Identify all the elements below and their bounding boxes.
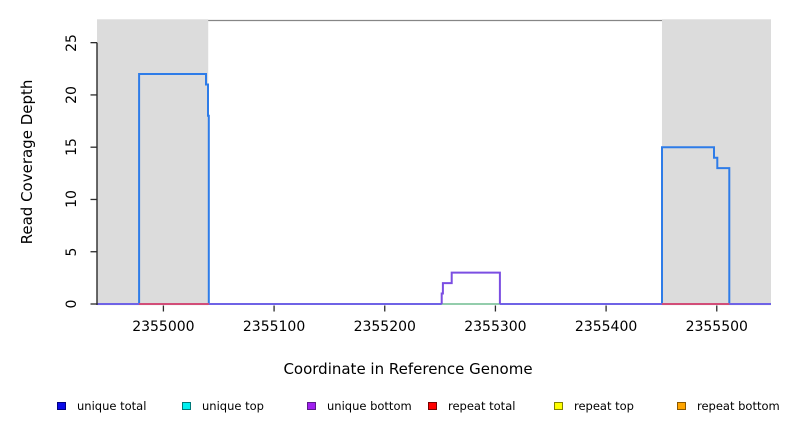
x-tick-label: 2355400 — [574, 318, 638, 335]
y-tick-label: 25 — [64, 33, 80, 52]
legend-label: repeat top — [574, 399, 634, 413]
y-tick-label: 10 — [64, 190, 80, 209]
legend-key-icon — [554, 402, 563, 410]
legend-label: unique bottom — [327, 399, 412, 413]
y-tick-label: 5 — [64, 247, 80, 257]
shaded-region — [97, 19, 209, 306]
legend-key-icon — [677, 402, 686, 410]
y-axis-title: Read Coverage Depth — [18, 79, 36, 245]
legend-item: repeat top — [554, 399, 634, 413]
x-tick-label: 2355500 — [685, 318, 748, 335]
legend-label: unique total — [77, 399, 147, 413]
legend-label: repeat total — [448, 399, 516, 413]
legend-item: repeat total — [428, 399, 515, 413]
x-tick-label: 2355100 — [242, 318, 306, 335]
legend-key-icon — [57, 402, 66, 410]
series-unique-bottom-bump — [440, 271, 501, 304]
legend-item: unique bottom — [307, 399, 412, 413]
legend-item: unique total — [57, 399, 146, 413]
legend-item: unique top — [182, 399, 264, 413]
legend-key-icon — [182, 402, 191, 410]
x-axis-title: Coordinate in Reference Genome — [283, 360, 533, 378]
legend-item: repeat bottom — [677, 399, 780, 413]
x-tick-label: 2355300 — [464, 318, 527, 335]
y-tick-label: 0 — [64, 299, 80, 309]
x-tick-label: 2355200 — [353, 318, 416, 335]
x-tick-label: 2355000 — [132, 318, 195, 335]
y-tick-label: 20 — [64, 86, 80, 104]
legend-label: unique top — [202, 399, 264, 413]
legend-label: repeat bottom — [697, 399, 780, 413]
legend-key-icon — [307, 402, 316, 410]
y-tick-label: 15 — [64, 138, 80, 157]
legend-key-icon — [428, 402, 437, 410]
